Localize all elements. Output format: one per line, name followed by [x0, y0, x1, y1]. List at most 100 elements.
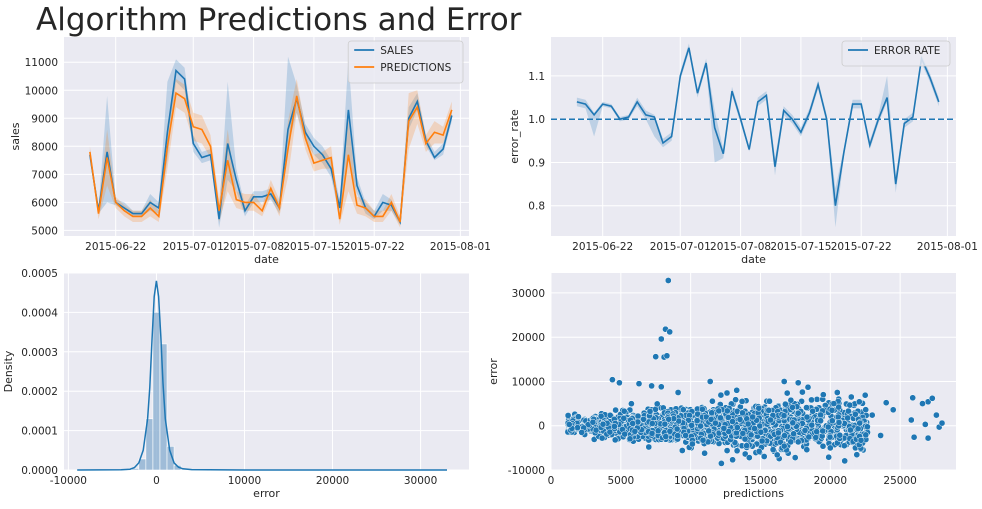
- scatter-point: [616, 379, 623, 387]
- scatter-point: [757, 428, 765, 436]
- scatter-point: [732, 396, 739, 404]
- scatter-point: [628, 400, 635, 408]
- series-line-sales: [89, 68, 453, 225]
- scatter-point: [828, 417, 836, 425]
- scatter-point: [747, 431, 755, 439]
- scatter-point: [789, 419, 797, 427]
- x-tick-label: 25000: [883, 475, 916, 487]
- y-tick-label: 8000: [31, 141, 58, 153]
- x-axis-label: date: [741, 253, 766, 266]
- scatter-point: [784, 423, 791, 431]
- scatter-point: [640, 415, 647, 423]
- scatter-point: [845, 407, 852, 415]
- scatter-point: [799, 388, 806, 396]
- y-tick-label: 0.0002: [21, 386, 58, 398]
- scatter-point: [688, 421, 695, 429]
- scatter-point: [723, 389, 731, 397]
- scatter-point: [718, 460, 725, 467]
- scatter-point: [679, 406, 687, 414]
- scatter-point: [755, 404, 763, 412]
- scatter-point: [789, 403, 796, 411]
- x-tick-label: 0: [153, 475, 160, 487]
- scatter-point: [803, 446, 811, 454]
- x-axis-label: date: [254, 253, 279, 266]
- scatter-point: [564, 412, 572, 419]
- scatter-point: [705, 427, 713, 435]
- scatter-point: [723, 407, 731, 415]
- scatter-point: [834, 413, 842, 421]
- scatter-point: [662, 433, 670, 440]
- scatter-point: [575, 413, 582, 421]
- x-axis-label: error: [253, 487, 280, 500]
- y-tick-label: 0.0000: [21, 465, 58, 477]
- y-tick-label: 10000: [25, 85, 58, 97]
- y-tick-label: 6000: [31, 197, 58, 209]
- scatter-point: [755, 448, 763, 455]
- scatter-point: [736, 416, 744, 423]
- subplot-3: -10000 0 10000 20000 30000 0.0000 0.0001 0.0002…: [2, 268, 469, 500]
- x-tick-label: 10000: [674, 475, 707, 487]
- scatter-point: [729, 418, 736, 425]
- x-tick-label: 15000: [744, 475, 777, 487]
- x-tick-label: 2015-07-08: [223, 241, 284, 253]
- scatter-point: [693, 417, 701, 424]
- scatter-point: [699, 405, 706, 413]
- scatter-point: [882, 399, 890, 407]
- x-tick-label: 10000: [228, 475, 261, 487]
- scatter-point: [794, 409, 802, 417]
- scatter-point: [745, 454, 753, 461]
- y-tick-label: 1.0: [528, 114, 545, 126]
- scatter-point: [666, 328, 674, 336]
- x-tick-label: 20000: [316, 475, 349, 487]
- x-tick-label: 2015-08-01: [917, 241, 978, 253]
- legend-box: [841, 40, 951, 67]
- scatter-point: [794, 438, 802, 446]
- y-axis-label: Density: [2, 350, 15, 392]
- scatter-point: [620, 407, 628, 415]
- scatter-point: [715, 407, 723, 415]
- scatter-point: [666, 427, 674, 435]
- histogram-bar: [166, 446, 175, 471]
- x-tick-label: 2015-07-01: [163, 241, 224, 253]
- scatter-point: [743, 442, 750, 450]
- scatter-point: [665, 415, 673, 423]
- scatter-point: [780, 442, 788, 450]
- scatter-point: [773, 451, 781, 459]
- x-tick-label: 2015-06-22: [85, 241, 146, 253]
- scatter-point: [707, 416, 715, 423]
- x-tick-label: 2015-06-22: [572, 241, 633, 253]
- legend-entry: SALES: [380, 45, 414, 57]
- y-tick-label: 0.0005: [21, 268, 58, 280]
- scatter-point: [629, 420, 637, 427]
- scatter-point: [648, 430, 656, 437]
- scatter-point: [621, 430, 629, 438]
- y-tick-label: 20000: [512, 332, 545, 344]
- scatter-point: [646, 408, 654, 415]
- scatter-point: [847, 393, 855, 401]
- legend-entry: ERROR RATE: [874, 45, 940, 57]
- scatter-point: [787, 396, 795, 404]
- scatter-point: [769, 446, 777, 453]
- y-tick-label: 0.8: [528, 201, 545, 213]
- scatter-point: [910, 433, 918, 441]
- scatter-point: [694, 410, 701, 418]
- scatter-point: [739, 409, 746, 417]
- scatter-point: [826, 444, 834, 452]
- scatter-point: [751, 425, 758, 432]
- y-axis-label: error: [487, 358, 500, 385]
- scatter-point: [801, 427, 809, 434]
- y-tick-label: 11000: [25, 57, 58, 69]
- scatter-point: [620, 414, 628, 422]
- scatter-point: [783, 389, 791, 397]
- scatter-point: [661, 420, 669, 428]
- plot-area: [64, 273, 469, 470]
- scatter-point: [804, 383, 812, 391]
- scatter-point: [835, 419, 843, 426]
- scatter-point: [729, 456, 736, 464]
- scatter-point: [717, 414, 724, 422]
- scatter-point: [657, 335, 665, 343]
- y-tick-label: 10000: [512, 376, 545, 388]
- scatter-point: [824, 423, 832, 431]
- scatter-point: [652, 353, 660, 361]
- scatter-point: [708, 409, 716, 417]
